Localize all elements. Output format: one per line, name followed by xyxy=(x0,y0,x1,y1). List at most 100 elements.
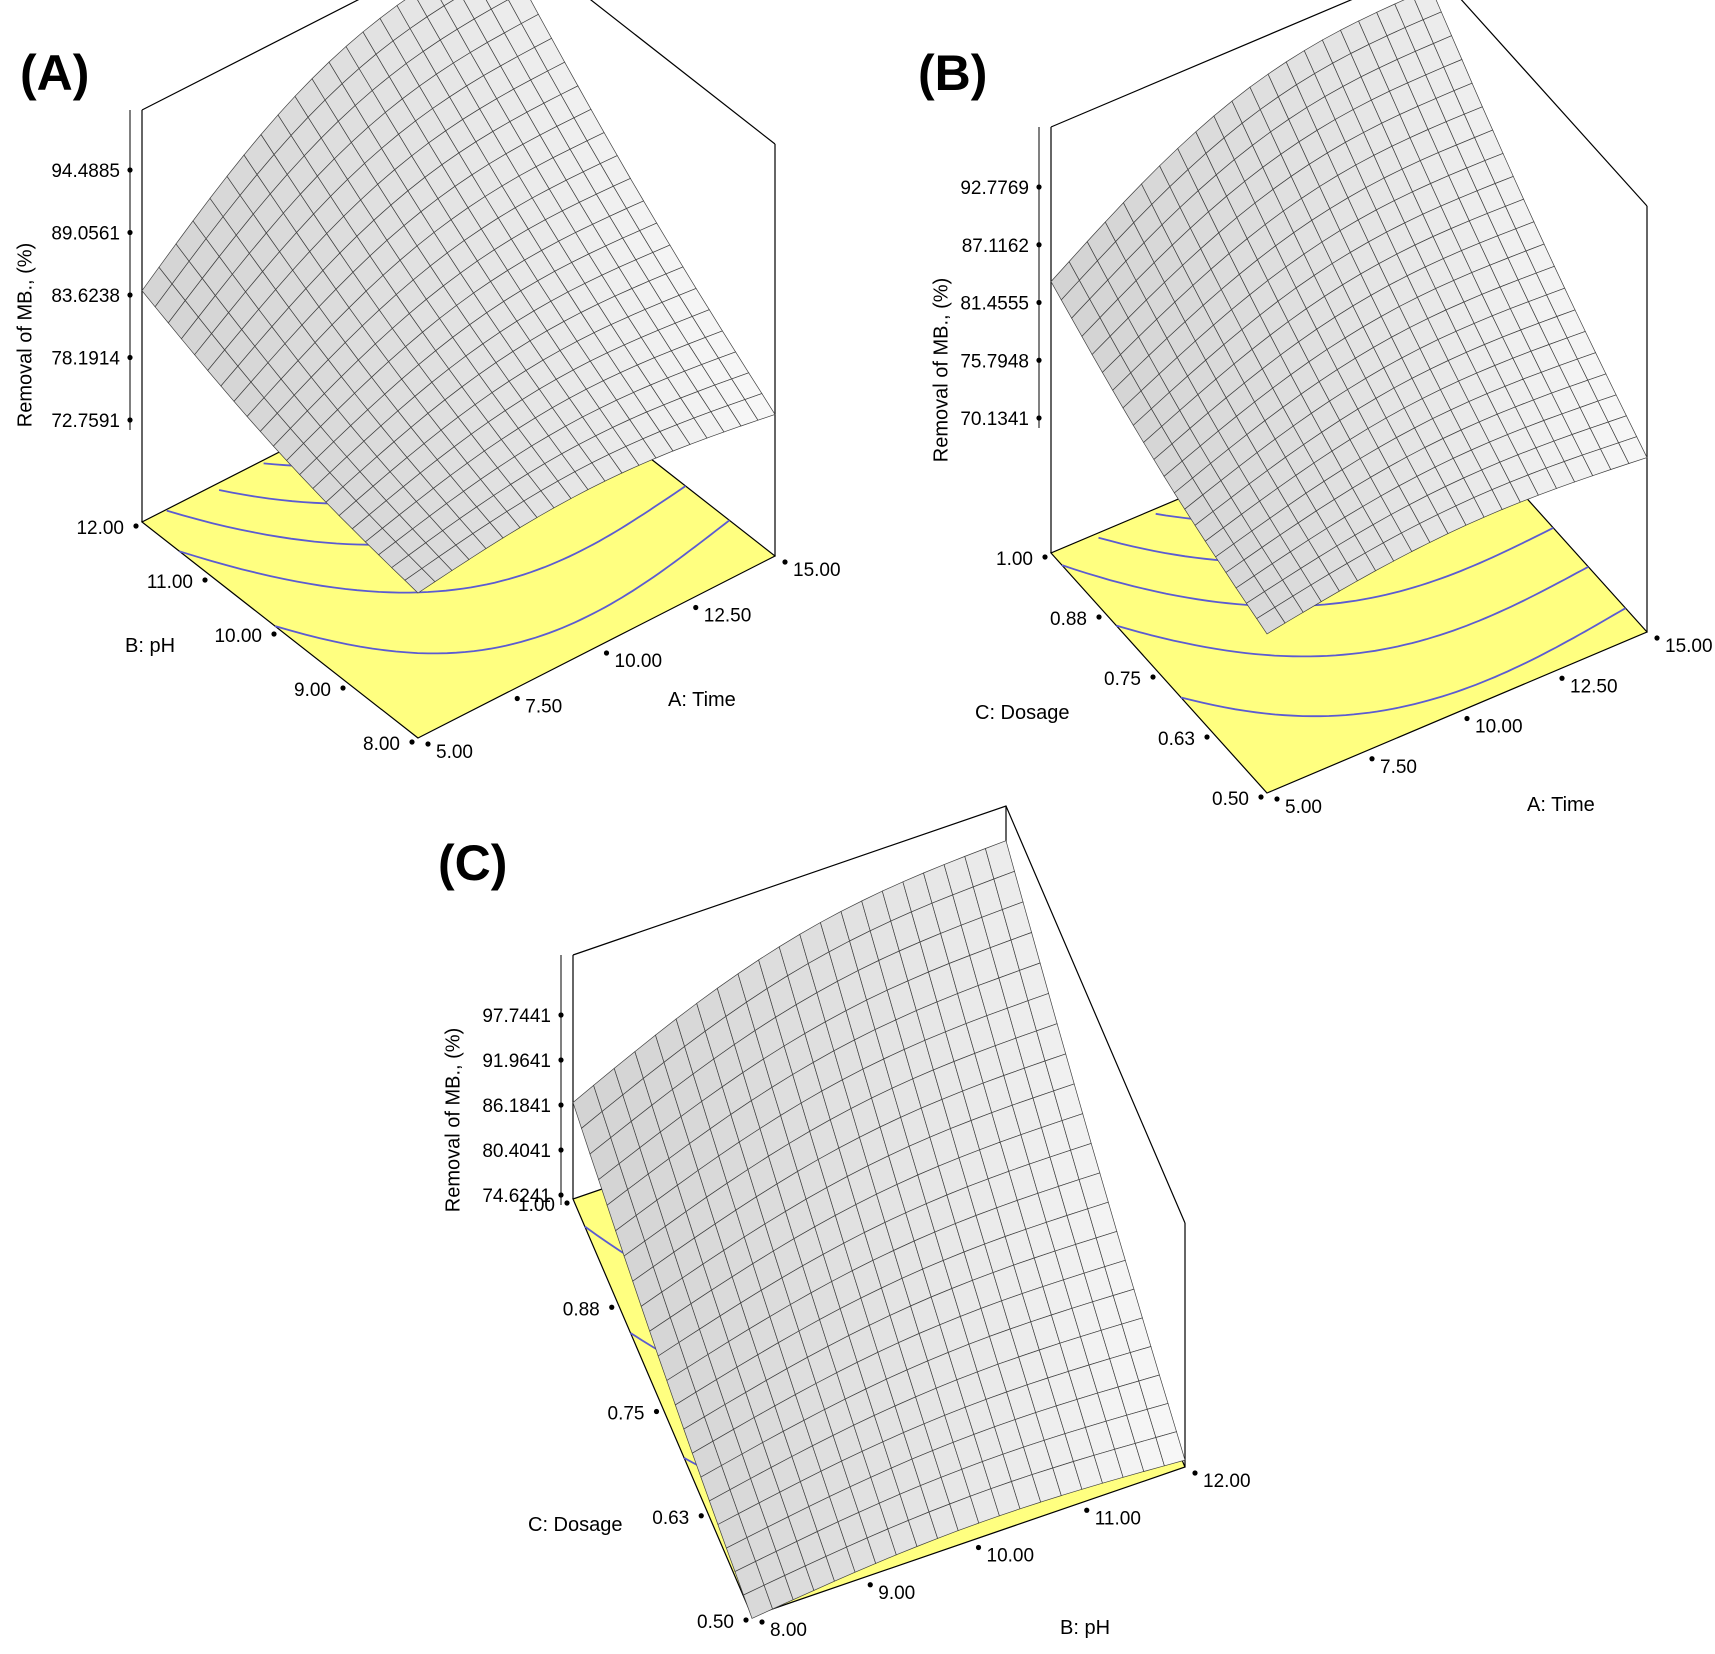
panel-label: (C) xyxy=(438,835,507,891)
x-tick-label: 9.00 xyxy=(878,1583,915,1604)
x-tick-mark xyxy=(425,741,431,747)
x-tick-mark xyxy=(603,650,610,656)
y-tick-mark xyxy=(1204,734,1210,740)
y-tick-mark xyxy=(202,577,208,583)
z-tick-label: 80.4041 xyxy=(482,1141,551,1162)
y-tick-mark xyxy=(564,1200,570,1206)
y-tick-label: 0.63 xyxy=(652,1508,689,1529)
z-tick-label: 78.1914 xyxy=(51,349,120,370)
z-tick-label: 87.1162 xyxy=(962,236,1029,257)
y-tick-mark xyxy=(743,1617,749,1623)
y-tick-mark xyxy=(409,739,415,745)
y-tick-label: 0.75 xyxy=(1104,669,1141,690)
x-tick-mark xyxy=(782,559,788,565)
x-tick-label: 7.50 xyxy=(1380,757,1417,778)
y-tick-label: 8.00 xyxy=(363,734,400,755)
y-tick-label: 0.50 xyxy=(697,1612,734,1633)
x-tick-label: 11.00 xyxy=(1095,1508,1141,1529)
z-tick-label: 70.1341 xyxy=(960,409,1029,430)
x-tick-mark xyxy=(975,1544,982,1551)
z-axis-title: Removal of MB., (%) xyxy=(443,1028,465,1212)
y-tick-label: 0.50 xyxy=(1212,789,1249,810)
z-tick-label: 97.7441 xyxy=(482,1006,551,1027)
response-surface xyxy=(572,840,1186,1619)
y-tick-mark xyxy=(133,523,139,529)
x-tick-mark xyxy=(1464,715,1470,722)
panel-c: 74.6241 80.4041 86.1841 91.9641 97.7441 0.50 0… xyxy=(438,805,1251,1641)
y-tick-label: 12.00 xyxy=(76,518,124,539)
x-tick-mark xyxy=(867,1582,873,1588)
x-tick-mark xyxy=(693,604,699,611)
z-tick-label: 92.7769 xyxy=(960,178,1029,199)
x-tick-mark xyxy=(1192,1470,1198,1476)
contour-line xyxy=(1180,607,1626,718)
box-top-edge xyxy=(1050,0,1648,207)
y-tick-label: 1.00 xyxy=(518,1195,555,1216)
y-tick-label: 0.88 xyxy=(1050,609,1087,630)
y-tick-label: 11.00 xyxy=(147,572,193,593)
z-tick-label: 86.1841 xyxy=(482,1096,551,1117)
response-surface xyxy=(1050,0,1648,635)
surface-cell xyxy=(440,0,455,7)
x-tick-label: 5.00 xyxy=(436,742,473,763)
x-tick-mark xyxy=(759,1619,765,1625)
y-tick-mark xyxy=(1042,554,1048,560)
panel-a: 72.7591 78.1914 83.6238 89.0561 94.4885 8.00 9… xyxy=(15,0,841,763)
x-tick-label: 10.00 xyxy=(615,651,663,672)
x-tick-label: 12.00 xyxy=(1203,1471,1251,1492)
x-axis-title: A: Time xyxy=(668,689,736,711)
y-tick-mark xyxy=(340,685,346,691)
surface-cell xyxy=(744,393,776,421)
z-tick-label: 81.4555 xyxy=(960,294,1029,315)
y-axis-title: C: Dosage xyxy=(528,1514,623,1536)
y-tick-label: 0.88 xyxy=(563,1299,600,1320)
x-tick-label: 15.00 xyxy=(1665,636,1713,657)
panel-label: (B) xyxy=(918,45,987,101)
z-axis-title: Removal of MB., (%) xyxy=(15,243,37,427)
z-tick-label: 91.9641 xyxy=(482,1051,551,1072)
y-tick-label: 0.75 xyxy=(608,1404,645,1425)
x-tick-label: 15.00 xyxy=(793,560,841,581)
z-tick-label: 75.7948 xyxy=(960,351,1029,372)
y-tick-mark xyxy=(698,1513,704,1519)
x-tick-mark xyxy=(1654,635,1660,641)
contour-line xyxy=(274,519,730,655)
y-tick-label: 1.00 xyxy=(996,549,1033,570)
x-tick-label: 7.50 xyxy=(525,697,562,718)
x-tick-mark xyxy=(1369,756,1375,762)
x-tick-mark xyxy=(1559,675,1565,681)
x-tick-label: 8.00 xyxy=(770,1620,807,1641)
y-tick-mark xyxy=(1096,614,1102,620)
y-tick-label: 0.63 xyxy=(1158,729,1195,750)
x-axis-title: B: pH xyxy=(1060,1617,1110,1639)
z-tick-label: 72.7591 xyxy=(51,411,120,432)
z-tick-label: 89.0561 xyxy=(51,224,120,245)
contour-line xyxy=(1061,526,1554,608)
x-tick-mark xyxy=(514,695,520,702)
y-tick-mark xyxy=(1150,674,1156,680)
contour-line xyxy=(179,485,687,594)
x-tick-label: 10.00 xyxy=(1475,717,1523,738)
y-tick-mark xyxy=(609,1304,615,1310)
panel-label: (A) xyxy=(20,45,89,101)
x-tick-label: 5.00 xyxy=(1285,797,1322,818)
x-tick-label: 12.50 xyxy=(1570,676,1618,697)
y-tick-mark xyxy=(271,631,277,637)
box-top-edge xyxy=(572,805,1186,1224)
y-tick-label: 9.00 xyxy=(294,680,331,701)
y-tick-label: 10.00 xyxy=(214,626,262,647)
y-axis-title: B: pH xyxy=(125,635,175,657)
x-tick-label: 10.00 xyxy=(987,1546,1035,1567)
z-tick-label: 94.4885 xyxy=(51,161,120,182)
panel-b: 70.1341 75.7948 81.4555 87.1162 92.7769 0.50 0… xyxy=(918,0,1713,818)
z-tick-label: 83.6238 xyxy=(51,286,120,307)
z-axis-title: Removal of MB., (%) xyxy=(931,278,953,462)
z-tick-label: 74.6241 xyxy=(482,1186,551,1207)
y-tick-mark xyxy=(653,1408,660,1415)
x-tick-mark xyxy=(1084,1507,1090,1513)
contour-line xyxy=(1116,566,1589,658)
x-tick-mark xyxy=(1274,796,1280,802)
y-axis-title: C: Dosage xyxy=(975,702,1070,724)
